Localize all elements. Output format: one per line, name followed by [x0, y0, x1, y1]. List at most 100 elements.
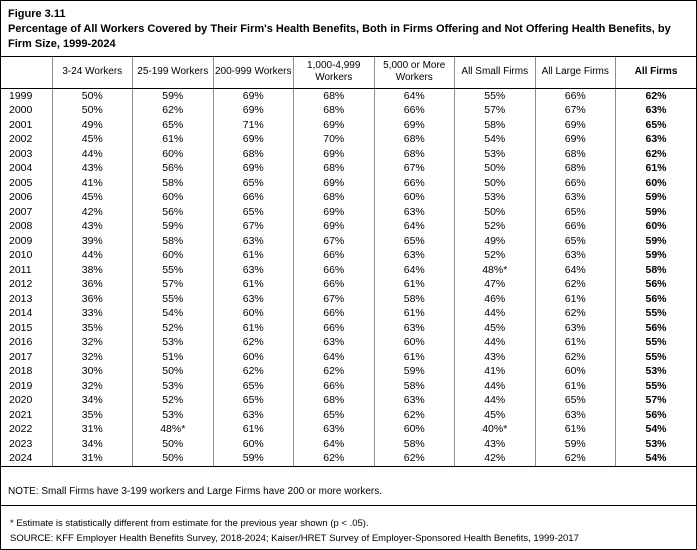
year-cell: 2013 — [1, 291, 53, 306]
table-row: 2002 45% 61% 69% 70% 68% 54% 69% 63% — [1, 132, 696, 147]
value-cell: 68% — [535, 161, 616, 176]
value-cell: 63% — [213, 291, 294, 306]
value-cell: 54% — [615, 451, 696, 467]
value-cell: 66% — [535, 219, 616, 234]
value-cell: 55% — [132, 291, 214, 306]
year-cell: 2006 — [1, 190, 53, 205]
value-cell: 63% — [213, 233, 294, 248]
value-cell: 59% — [213, 451, 294, 467]
value-cell: 52% — [454, 219, 536, 234]
figure-title: Percentage of All Workers Covered by The… — [8, 23, 671, 50]
value-cell: 42% — [52, 204, 133, 219]
value-cell: 36% — [52, 277, 133, 292]
value-cell: 50% — [454, 175, 536, 190]
value-cell: 55% — [645, 307, 667, 319]
value-cell: 66% — [293, 378, 375, 393]
value-cell: 69% — [293, 117, 375, 132]
value-cell: 67% — [213, 219, 294, 234]
value-cell: 63% — [535, 407, 616, 422]
table-row: 2016 32% 53% 62% 63% 60% 44% 61% 55% — [1, 335, 696, 350]
column-header: 1,000-4,999 Workers — [293, 57, 375, 89]
value-cell: 66% — [293, 248, 375, 263]
value-cell: 44% — [454, 393, 536, 408]
value-cell: 65% — [132, 117, 214, 132]
value-cell: 55% — [454, 88, 536, 103]
value-cell: 69% — [293, 219, 375, 234]
value-cell: 30% — [52, 364, 133, 379]
value-cell: 58% — [374, 378, 455, 393]
value-cell: 66% — [293, 306, 375, 321]
value-cell: 53% — [454, 146, 536, 161]
source-note: SOURCE: KFF Employer Health Benefits Sur… — [10, 532, 579, 544]
value-cell: 65% — [374, 233, 455, 248]
value-cell: 63% — [645, 133, 667, 145]
value-cell: 65% — [535, 233, 616, 248]
value-cell: 69% — [213, 161, 294, 176]
value-cell: 43% — [52, 219, 133, 234]
value-cell: 62% — [645, 147, 667, 160]
value-cell: 53% — [132, 378, 214, 393]
value-cell: 69% — [535, 117, 616, 132]
value-cell: 36% — [52, 291, 133, 306]
year-cell: 2011 — [1, 262, 53, 277]
table-row: 2003 44% 60% 68% 69% 68% 53% 68% 62% — [1, 146, 696, 161]
value-cell: 52% — [132, 320, 214, 335]
value-cell: 64% — [293, 349, 375, 364]
value-cell: 65% — [213, 175, 294, 190]
value-cell: 50% — [454, 161, 536, 176]
value-cell: 66% — [293, 277, 375, 292]
value-cell: 32% — [52, 378, 133, 393]
table-header-row: 3-24 Workers 25-199 Workers 200-999 Worker… — [1, 57, 696, 89]
value-cell: 68% — [535, 146, 616, 161]
year-cell: 2019 — [1, 378, 53, 393]
value-cell: 58% — [132, 233, 214, 248]
year-cell: 1999 — [1, 88, 53, 103]
table-row: 2007 42% 56% 65% 69% 63% 50% 65% 59% — [1, 204, 696, 219]
year-cell: 2004 — [1, 161, 53, 176]
table-row: 2009 39% 58% 63% 67% 65% 49% 65% 59% — [1, 233, 696, 248]
value-cell: 60% — [645, 176, 667, 189]
value-cell: 60% — [132, 146, 214, 161]
value-cell: 65% — [213, 393, 294, 408]
value-cell: 45% — [52, 190, 133, 205]
value-cell: 56% — [132, 161, 214, 176]
value-cell: 56% — [645, 292, 667, 305]
value-cell: 61% — [213, 320, 294, 335]
value-cell: 61% — [374, 277, 455, 292]
value-cell: 64% — [374, 219, 455, 234]
value-cell: 66% — [293, 320, 375, 335]
year-cell: 2008 — [1, 219, 53, 234]
value-cell: 60% — [132, 190, 214, 205]
table-row: 2010 44% 60% 61% 66% 63% 52% 63% 59% — [1, 248, 696, 263]
value-cell: 54% — [454, 132, 536, 147]
value-cell: 60% — [374, 190, 455, 205]
year-cell: 2000 — [1, 103, 53, 118]
value-cell: 51% — [132, 349, 214, 364]
year-cell: 2002 — [1, 132, 53, 147]
value-cell: 69% — [213, 88, 294, 103]
table-row: 2019 32% 53% 65% 66% 58% 44% 61% 55% — [1, 378, 696, 393]
column-header: 200-999 Workers — [213, 57, 294, 89]
value-cell: 58% — [132, 175, 214, 190]
value-cell: 70% — [293, 132, 375, 147]
value-cell: 44% — [454, 378, 536, 393]
table-row: 2020 34% 52% 65% 68% 63% 44% 65% 57% — [1, 393, 696, 408]
significance-footnote: * Estimate is statistically different fr… — [10, 517, 369, 529]
value-cell: 69% — [293, 146, 375, 161]
year-cell: 2017 — [1, 349, 53, 364]
table-row: 2014 33% 54% 60% 66% 61% 44% 62% 55% — [1, 306, 696, 321]
value-cell: 32% — [52, 335, 133, 350]
value-cell: 63% — [374, 204, 455, 219]
value-cell: 54% — [132, 306, 214, 321]
value-cell: 61% — [132, 132, 214, 147]
value-cell: 57% — [132, 277, 214, 292]
value-cell: 59% — [132, 88, 214, 103]
value-cell: 60% — [374, 422, 455, 437]
value-cell: 65% — [213, 378, 294, 393]
table-row: 2012 36% 57% 61% 66% 61% 47% 62% 56% — [1, 277, 696, 292]
value-cell: 62% — [535, 451, 616, 467]
value-cell: 60% — [213, 436, 294, 451]
value-cell: 61% — [645, 162, 667, 174]
value-cell: 62% — [293, 451, 375, 467]
value-cell: 45% — [52, 132, 133, 147]
